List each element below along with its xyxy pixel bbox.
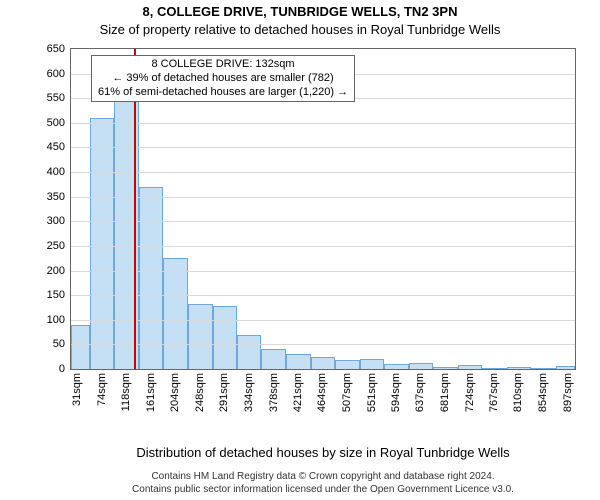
x-tick-label: 810sqm: [512, 373, 524, 412]
histogram-bar: [261, 349, 286, 369]
y-tick-label: 650: [47, 43, 65, 55]
x-tick-label: 161sqm: [145, 373, 157, 412]
x-tick-label: 118sqm: [120, 373, 132, 411]
x-tick-label: 378sqm: [268, 373, 280, 412]
annotation-line1: 8 COLLEGE DRIVE: 132sqm: [98, 58, 348, 72]
y-tick-label: 50: [53, 338, 65, 350]
x-tick-label: 637sqm: [414, 373, 426, 412]
y-tick-label: 250: [47, 240, 65, 252]
histogram-bar: [163, 258, 187, 369]
histogram-bar: [188, 304, 213, 369]
y-tick-label: 0: [59, 363, 65, 375]
x-tick-label: 74sqm: [96, 373, 108, 406]
annotation-box: 8 COLLEGE DRIVE: 132sqm ← 39% of detache…: [91, 55, 355, 102]
x-tick-label: 248sqm: [194, 373, 206, 412]
gridline: [71, 172, 575, 173]
annotation-line2: ← 39% of detached houses are smaller (78…: [98, 72, 348, 86]
histogram-bar: [409, 363, 434, 369]
y-tick-label: 100: [47, 314, 65, 326]
y-tick-label: 550: [47, 92, 65, 104]
y-tick-label: 450: [47, 141, 65, 153]
x-tick-label: 854sqm: [537, 373, 549, 412]
x-tick-label: 464sqm: [316, 373, 328, 412]
footer-line2: Contains public sector information licen…: [70, 484, 576, 497]
x-tick-label: 334sqm: [243, 373, 255, 412]
gridline: [71, 320, 575, 321]
histogram-bar: [90, 118, 114, 369]
x-tick-label: 421sqm: [292, 373, 304, 412]
histogram-bar: [335, 360, 360, 369]
figure: 8, COLLEGE DRIVE, TUNBRIDGE WELLS, TN2 3…: [0, 0, 600, 500]
gridline: [71, 246, 575, 247]
histogram-bar: [139, 187, 163, 369]
footer-text: Contains HM Land Registry data © Crown c…: [70, 471, 576, 496]
histogram-bar: [507, 367, 531, 369]
gridline: [71, 221, 575, 222]
y-tick-label: 300: [47, 215, 65, 227]
y-tick-label: 150: [47, 289, 65, 301]
chart-title: 8, COLLEGE DRIVE, TUNBRIDGE WELLS, TN2 3…: [0, 4, 600, 19]
y-tick-label: 600: [47, 68, 65, 80]
histogram-bar: [531, 368, 555, 369]
histogram-bar: [482, 368, 507, 369]
chart-subtitle: Size of property relative to detached ho…: [0, 22, 600, 37]
gridline: [71, 123, 575, 124]
histogram-bar: [360, 359, 384, 369]
x-tick-label: 291sqm: [218, 373, 230, 412]
y-tick-label: 400: [47, 166, 65, 178]
y-tick-label: 350: [47, 191, 65, 203]
x-tick-label: 507sqm: [341, 373, 353, 412]
histogram-bar: [286, 354, 310, 369]
gridline: [71, 271, 575, 272]
gridline: [71, 147, 575, 148]
x-tick-label: 204sqm: [169, 373, 181, 412]
histogram-bar: [384, 364, 408, 369]
x-tick-label: 897sqm: [562, 373, 574, 412]
histogram-bar: [458, 365, 482, 369]
histogram-bar: [213, 306, 237, 369]
histogram-bar: [237, 335, 261, 369]
histogram-bar: [433, 367, 457, 369]
gridline: [71, 295, 575, 296]
x-axis-label: Distribution of detached houses by size …: [70, 445, 576, 460]
histogram-bar: [71, 325, 90, 369]
x-tick-label: 724sqm: [464, 373, 476, 412]
x-tick-label: 767sqm: [488, 373, 500, 412]
y-tick-label: 200: [47, 265, 65, 277]
gridline: [71, 197, 575, 198]
x-tick-label: 551sqm: [366, 373, 378, 412]
x-tick-label: 681sqm: [439, 373, 451, 412]
gridline: [71, 344, 575, 345]
footer-line1: Contains HM Land Registry data © Crown c…: [70, 471, 576, 484]
annotation-line3: 61% of semi-detached houses are larger (…: [98, 86, 348, 100]
x-tick-label: 31sqm: [71, 373, 83, 406]
histogram-bar: [311, 357, 335, 369]
plot-area: 8 COLLEGE DRIVE: 132sqm ← 39% of detache…: [70, 48, 576, 370]
y-tick-label: 500: [47, 117, 65, 129]
histogram-bar: [556, 366, 575, 369]
x-tick-label: 594sqm: [390, 373, 402, 412]
